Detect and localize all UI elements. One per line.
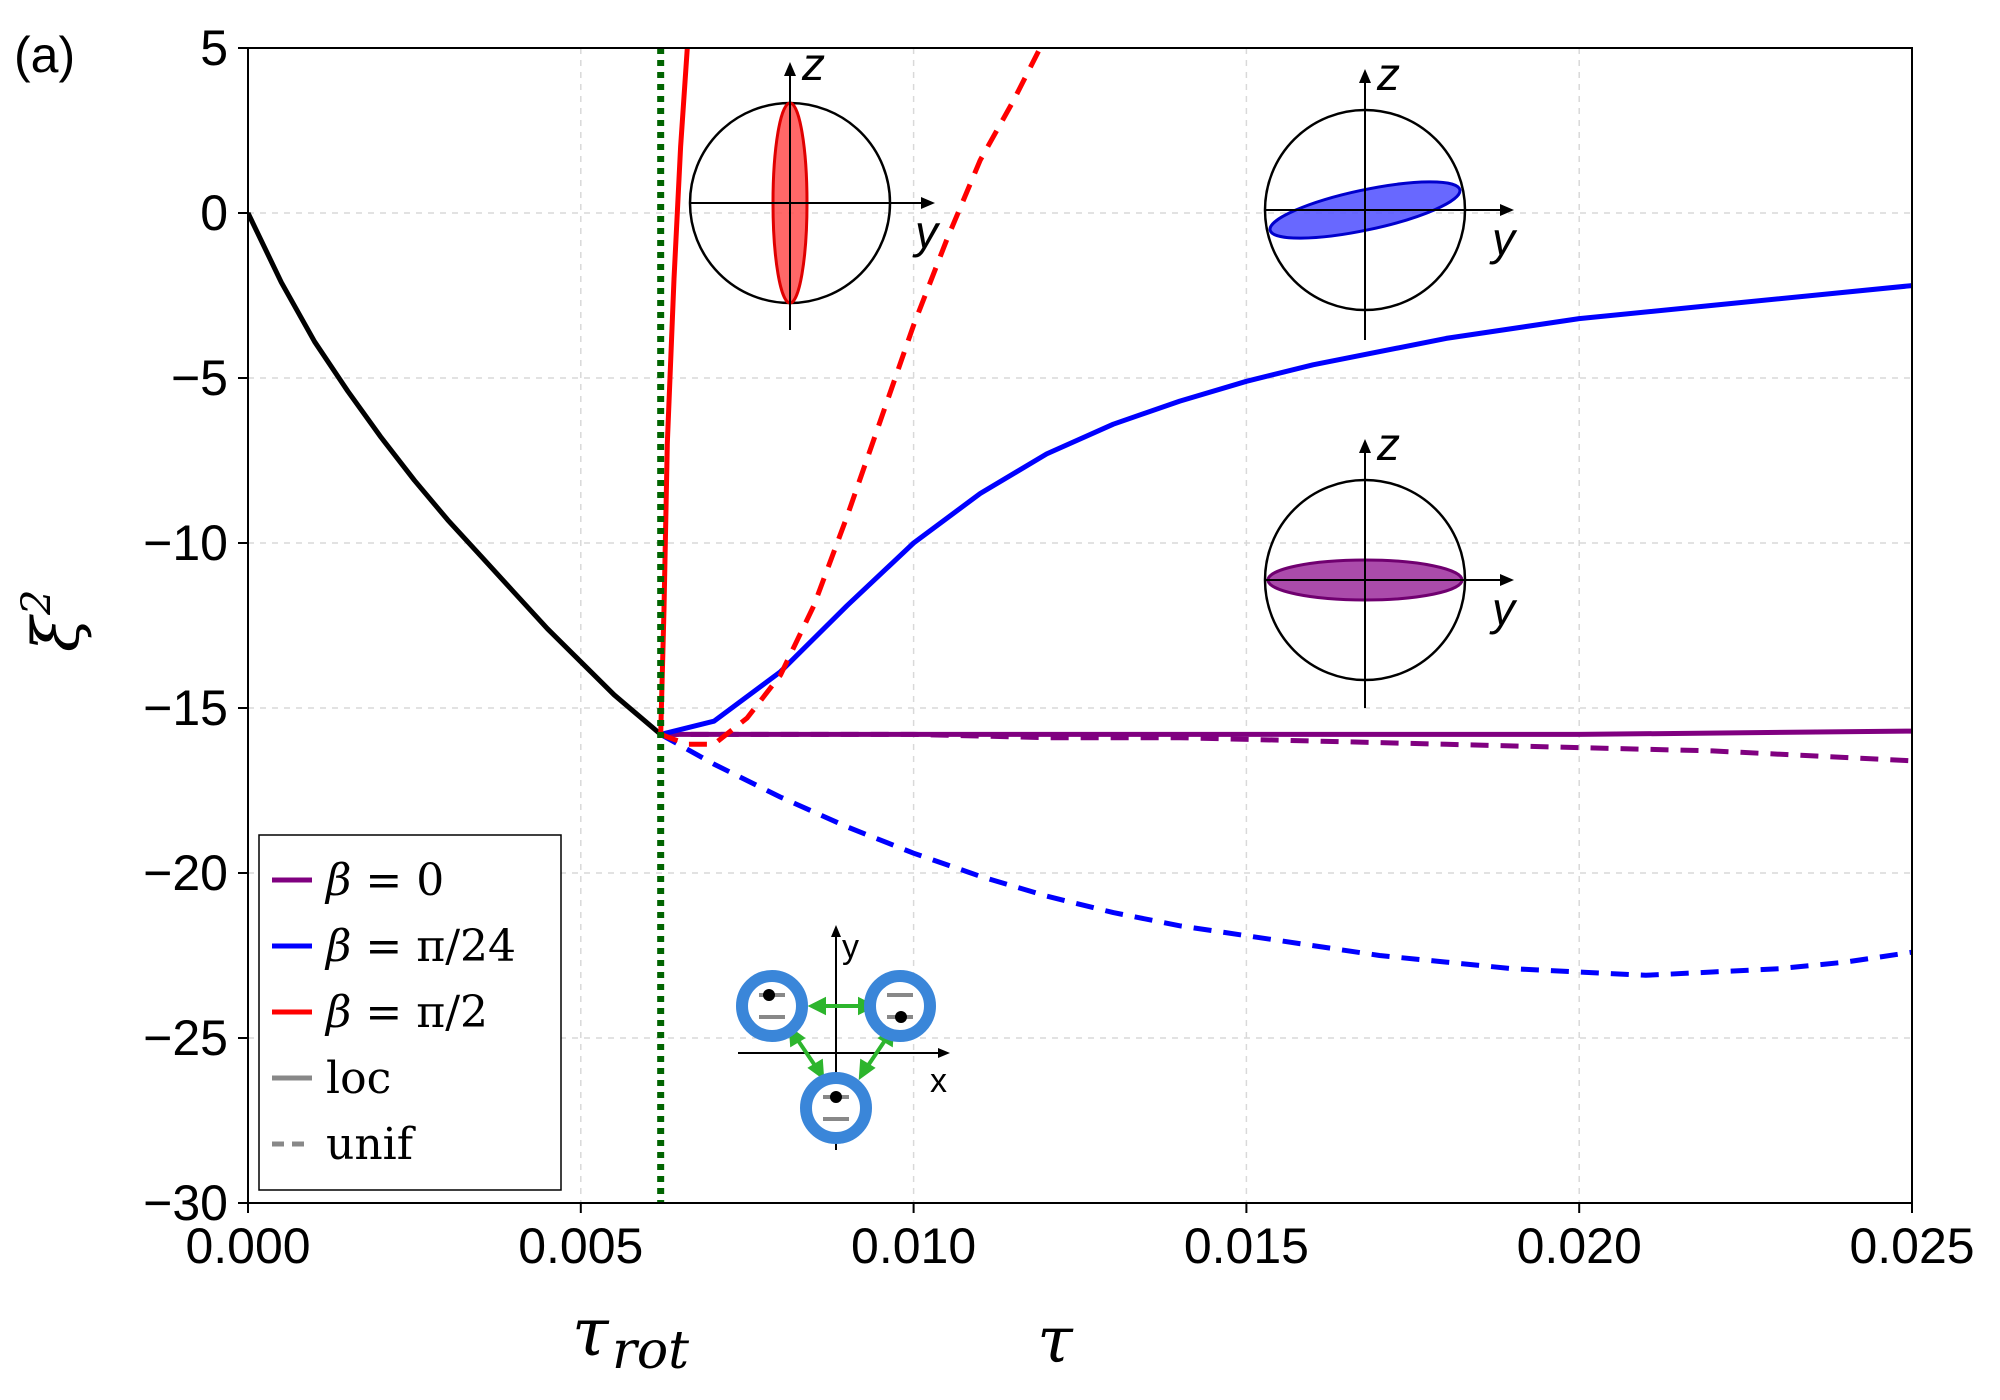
series-line-beta_pi24-dashed [659, 732, 1912, 978]
y-tick-label: −5 [171, 350, 228, 406]
x-tick-label: 0.005 [518, 1218, 643, 1274]
bloch-inset-red: z y [688, 38, 941, 330]
legend-label: loc [326, 1053, 391, 1104]
panel-label: (a) [14, 27, 75, 83]
arrowhead-icon [921, 197, 935, 209]
arrowhead-icon [938, 1048, 950, 1058]
series-line-beta_pi2-solid [658, 48, 690, 735]
legend: β = 0 β = π/24 β = π/2 loc unif [258, 834, 562, 1191]
series-line-beta0-solid [660, 728, 1912, 737]
y-axis-label: ξ 2 [14, 590, 94, 652]
y-axis-label-superscript: 2 [14, 590, 60, 616]
arrowhead-icon [784, 62, 796, 76]
y-tick-label: −15 [143, 680, 228, 736]
inset-y-label: y [912, 206, 941, 258]
lattice-inset: x y [736, 925, 950, 1150]
axis-ticks: 0.000 0.005 0.010 0.015 0.020 0.025 5 0 −5 −10 −15… [143, 20, 1974, 1274]
inset-y-label: y [1489, 583, 1518, 635]
x-tick-label: 0.000 [185, 1218, 310, 1274]
x-tick-label: 0.015 [1184, 1218, 1309, 1274]
legend-label: β = 0 [324, 855, 444, 906]
inset-z-label: z [1376, 48, 1400, 100]
arrowhead-icon [1359, 439, 1371, 453]
x-tick-label: 0.020 [1517, 1218, 1642, 1274]
y-tick-label: 0 [200, 185, 228, 241]
legend-label: unif [326, 1119, 416, 1170]
y-tick-label: 5 [200, 20, 228, 76]
y-tick-label: −25 [143, 1010, 228, 1066]
x-tick-label: 0.025 [1849, 1218, 1974, 1274]
y-tick-label: −20 [143, 845, 228, 901]
tau-rot-label-main: τ [572, 1294, 610, 1371]
legend-label: β = π/2 [324, 987, 488, 1038]
tau-rot-label: τ rot [572, 1294, 689, 1381]
y-tick-label: −10 [143, 515, 228, 571]
arrowhead-icon [1500, 204, 1514, 216]
lattice-site-bottom [800, 1072, 872, 1144]
arrowhead-icon [1500, 574, 1514, 586]
series-line-beta_pi24-solid [660, 283, 1912, 737]
plot-frame [247, 47, 1913, 1204]
series-line-beta0-dashed [660, 731, 1912, 764]
series-line-beta_pi2-dashed [659, 48, 1043, 747]
bloch-inset-purple: z y [1263, 418, 1518, 708]
legend-label: β = π/24 [324, 921, 516, 972]
arrowhead-icon [1359, 69, 1371, 83]
lattice-site-right [864, 970, 936, 1042]
lattice-y-label: y [842, 928, 859, 966]
inset-z-label: z [1376, 418, 1400, 470]
y-tick-label: −30 [143, 1175, 228, 1231]
x-axis-label: τ [1037, 1304, 1074, 1378]
series-layer [248, 48, 1912, 978]
bloch-inset-blue: z y [1263, 48, 1518, 340]
inset-z-label: z [801, 38, 825, 90]
tau-rot-label-sub: rot [612, 1321, 689, 1381]
y-axis-label-main: ξ [20, 614, 94, 652]
x-tick-label: 0.010 [851, 1218, 976, 1274]
lattice-x-label: x [930, 1062, 947, 1100]
lattice-site-left [736, 970, 808, 1042]
inset-y-label: y [1489, 213, 1518, 265]
arrowhead-icon [831, 925, 841, 937]
series-line-black-solid [248, 211, 663, 737]
